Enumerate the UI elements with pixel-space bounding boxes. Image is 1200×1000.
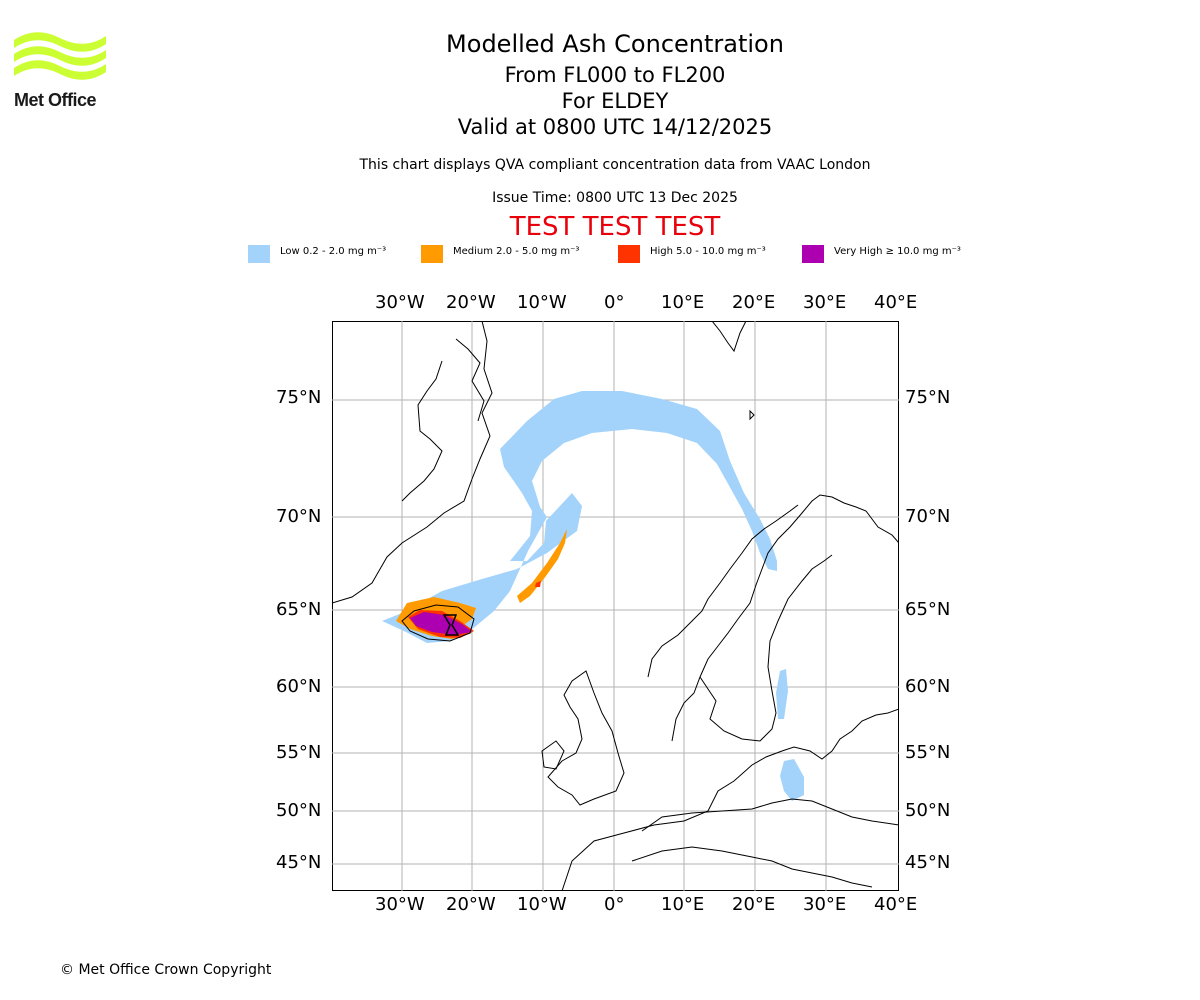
lon-label-bottom-10w: 10°W [517,894,567,915]
lat-label-right-65n: 65°N [905,599,951,620]
legend-swatch-high [618,245,640,263]
lat-label-left-55n: 55°N [276,742,322,763]
lat-label-right-70n: 70°N [905,506,951,527]
met-office-logo [14,32,106,80]
lat-label-left-75n: 75°N [276,387,322,408]
lon-label-top-30e: 30°E [803,292,847,313]
lon-label-top-10e: 10°E [661,292,705,313]
lon-label-bottom-30e: 30°E [803,894,847,915]
logo-text: Met Office [14,90,97,110]
lon-label-top-20w: 20°W [446,292,496,313]
legend-label-high: High 5.0 - 10.0 mg m⁻³ [650,246,766,257]
lon-label-bottom-20w: 20°W [446,894,496,915]
legend-label-low: Low 0.2 - 2.0 mg m⁻³ [280,246,387,257]
test-banner: TEST TEST TEST [509,212,721,242]
location-title: For ELDEY [561,89,669,113]
ash-high-dot [535,581,541,587]
volcano-marker [442,614,460,636]
chart-title: Modelled Ash Concentration [446,30,784,58]
lon-label-top-10w: 10°W [517,292,567,313]
lat-label-right-60n: 60°N [905,676,951,697]
issue-time: Issue Time: 0800 UTC 13 Dec 2025 [492,190,738,206]
lon-label-bottom-0: 0° [604,894,625,915]
legend-label-very-high: Very High ≥ 10.0 mg m⁻³ [834,246,961,257]
lon-label-bottom-40e: 40°E [874,894,918,915]
lon-label-bottom-10e: 10°E [661,894,705,915]
valid-time: Valid at 0800 UTC 14/12/2025 [457,115,773,139]
lat-label-right-55n: 55°N [905,742,951,763]
ash-low-patch-baltic [776,669,788,719]
lat-label-left-65n: 65°N [276,599,322,620]
ash-medium-east [517,529,567,603]
lat-label-left-50n: 50°N [276,800,322,821]
lon-label-top-20e: 20°E [732,292,776,313]
ash-low-plume [382,391,777,643]
lat-label-left-45n: 45°N [276,852,322,873]
ash-map [332,321,899,891]
chart-description: This chart displays QVA compliant concen… [359,157,871,173]
ash-very-high [410,612,472,635]
lat-label-right-75n: 75°N [905,387,951,408]
lat-label-right-50n: 50°N [905,800,951,821]
coastlines [332,321,899,891]
legend-swatch-low [248,245,270,263]
lat-label-left-60n: 60°N [276,676,322,697]
ash-low-patch-sea [780,759,804,801]
copyright: © Met Office Crown Copyright [60,962,272,978]
lon-label-top-40e: 40°E [874,292,918,313]
lon-label-top-0: 0° [604,292,625,313]
legend-swatch-very-high [802,245,824,263]
legend-label-medium: Medium 2.0 - 5.0 mg m⁻³ [453,246,580,257]
lat-label-right-45n: 45°N [905,852,951,873]
lon-label-bottom-20e: 20°E [732,894,776,915]
lon-label-bottom-30w: 30°W [375,894,425,915]
legend-swatch-medium [421,245,443,263]
lon-label-top-30w: 30°W [375,292,425,313]
lat-label-left-70n: 70°N [276,506,322,527]
flight-level-range: From FL000 to FL200 [504,63,726,87]
